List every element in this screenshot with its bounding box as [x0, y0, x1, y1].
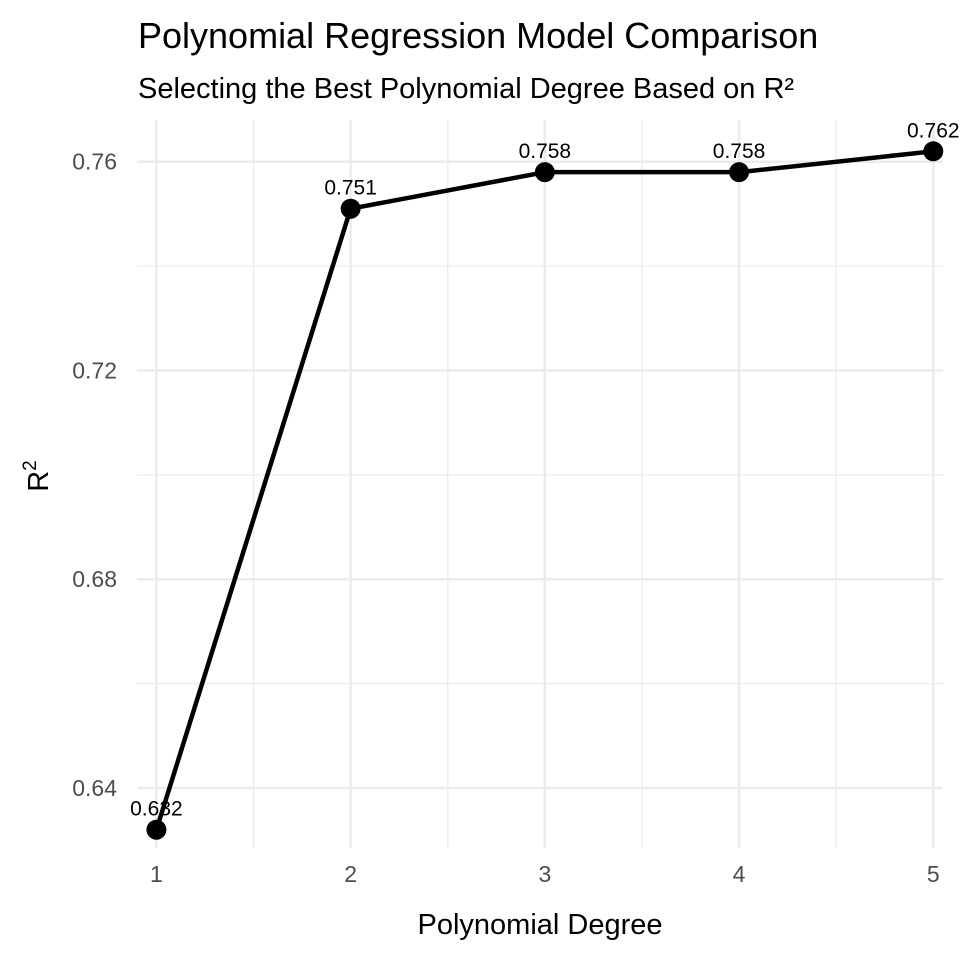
data-point — [340, 198, 361, 219]
tick-labels: 1 2 3 4 5 0.64 0.68 0.72 0.76 — [72, 149, 939, 887]
y-axis-title-group: R2 — [20, 460, 55, 492]
y-axis-title: R2 — [20, 460, 55, 492]
x-tick-label: 2 — [344, 861, 357, 887]
x-tick-label: 4 — [733, 861, 746, 887]
data-label: 0.758 — [519, 140, 572, 163]
x-axis-title: Polynomial Degree — [417, 909, 662, 941]
chart-subtitle: Selecting the Best Polynomial Degree Bas… — [138, 73, 794, 105]
y-tick-label: 0.76 — [72, 149, 117, 175]
x-tick-label: 5 — [927, 861, 940, 887]
data-point — [534, 162, 555, 183]
y-axis-title-superscript: 2 — [20, 460, 41, 471]
data-label: 0.762 — [907, 119, 960, 142]
data-labels: 0.632 0.751 0.758 0.758 0.762 — [130, 119, 959, 820]
grid — [137, 120, 943, 848]
series-r2 — [146, 141, 944, 840]
y-axis-title-main: R — [23, 471, 55, 492]
y-tick-label: 0.72 — [72, 357, 117, 383]
data-label: 0.751 — [324, 177, 377, 200]
x-tick-label: 1 — [150, 861, 163, 887]
chart-title: Polynomial Regression Model Comparison — [138, 15, 818, 56]
x-tick-label: 3 — [538, 861, 551, 887]
y-tick-label: 0.64 — [72, 775, 117, 801]
data-label: 0.632 — [130, 798, 183, 821]
data-point — [729, 162, 750, 183]
data-label: 0.758 — [713, 140, 766, 163]
data-point — [923, 141, 944, 162]
y-tick-label: 0.68 — [72, 566, 117, 592]
data-point — [146, 819, 167, 840]
